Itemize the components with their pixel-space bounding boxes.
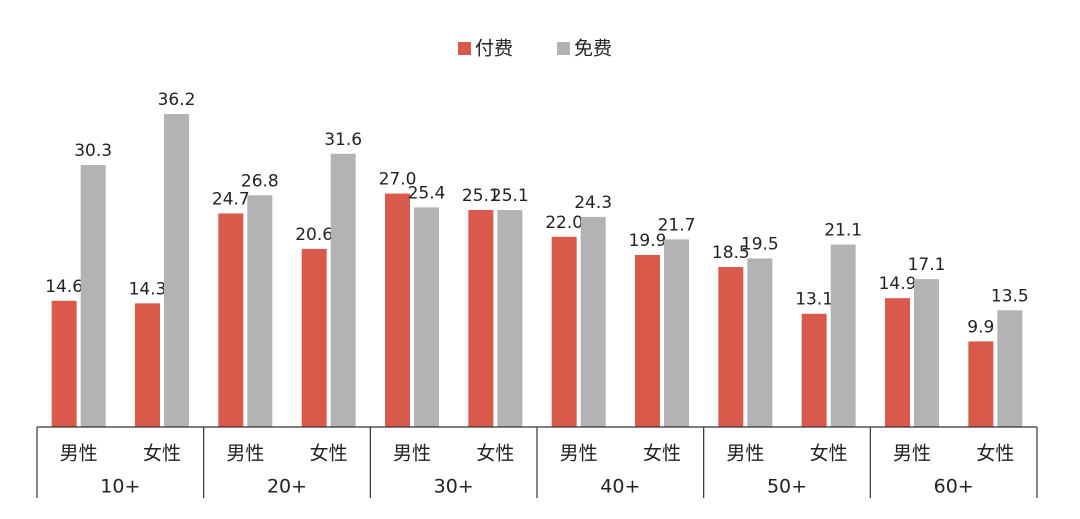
x-tick-label: 女性	[643, 443, 681, 465]
legend-swatch	[458, 42, 471, 55]
bar	[551, 236, 577, 427]
bar	[968, 341, 994, 427]
value-label: 21.7	[658, 215, 696, 235]
value-label: 17.1	[908, 255, 946, 275]
value-label: 13.5	[991, 286, 1029, 306]
group-label: 30+	[434, 476, 474, 498]
value-label: 25.1	[462, 186, 500, 206]
group-label: 40+	[600, 476, 640, 498]
value-label: 26.8	[241, 171, 279, 191]
value-label: 30.3	[74, 141, 112, 161]
x-tick-label: 男性	[226, 443, 264, 465]
legend-label: 付费	[475, 38, 513, 60]
x-tick-label: 男性	[726, 443, 764, 465]
bar	[468, 209, 494, 427]
x-tick-label: 男性	[560, 443, 598, 465]
x-tick-label: 女性	[810, 443, 848, 465]
bar	[664, 239, 689, 427]
bar	[997, 310, 1023, 427]
bar	[830, 244, 856, 427]
bar	[497, 209, 523, 427]
bar	[747, 258, 773, 427]
bar	[330, 153, 356, 427]
bar	[164, 114, 189, 427]
bar	[914, 279, 939, 427]
value-label: 14.6	[45, 277, 83, 297]
value-label: 13.1	[795, 290, 833, 310]
value-label: 21.1	[824, 221, 862, 241]
x-tick-label: 女性	[143, 443, 181, 465]
value-label: 24.7	[212, 189, 250, 209]
x-tick-label: 男性	[60, 443, 98, 465]
value-label: 14.3	[129, 279, 167, 299]
x-tick-label: 男性	[393, 443, 431, 465]
group-label: 50+	[767, 476, 807, 498]
bar	[385, 193, 410, 427]
legend-label: 免费	[574, 38, 612, 60]
bar	[80, 165, 106, 428]
bar	[301, 248, 327, 427]
bar	[51, 300, 77, 427]
x-tick-label: 女性	[310, 443, 348, 465]
x-tick-label: 女性	[976, 443, 1014, 465]
bar	[247, 195, 273, 427]
bar	[135, 303, 160, 427]
value-label: 27.0	[379, 170, 417, 190]
value-label: 36.2	[158, 90, 196, 110]
value-label: 25.1	[491, 186, 529, 206]
group-label: 10+	[100, 476, 140, 498]
group-label: 60+	[934, 476, 974, 498]
legend-swatch	[557, 42, 570, 55]
value-label: 18.5	[712, 243, 750, 263]
value-label: 20.6	[295, 225, 333, 245]
x-tick-label: 女性	[476, 443, 514, 465]
value-label: 31.6	[324, 130, 362, 150]
value-label: 9.9	[967, 317, 994, 337]
group-label: 20+	[267, 476, 307, 498]
bar	[801, 313, 827, 427]
value-label: 19.5	[741, 234, 779, 254]
bar	[885, 298, 910, 427]
bar	[218, 213, 244, 427]
bar	[718, 267, 744, 427]
value-label: 24.3	[574, 193, 612, 213]
value-label: 14.9	[879, 274, 917, 294]
bar	[635, 254, 660, 427]
x-tick-label: 男性	[893, 443, 931, 465]
value-label: 25.4	[408, 183, 446, 203]
value-label: 22.0	[545, 213, 583, 233]
value-label: 19.9	[629, 231, 667, 251]
bar	[580, 216, 606, 427]
bar	[414, 207, 439, 427]
